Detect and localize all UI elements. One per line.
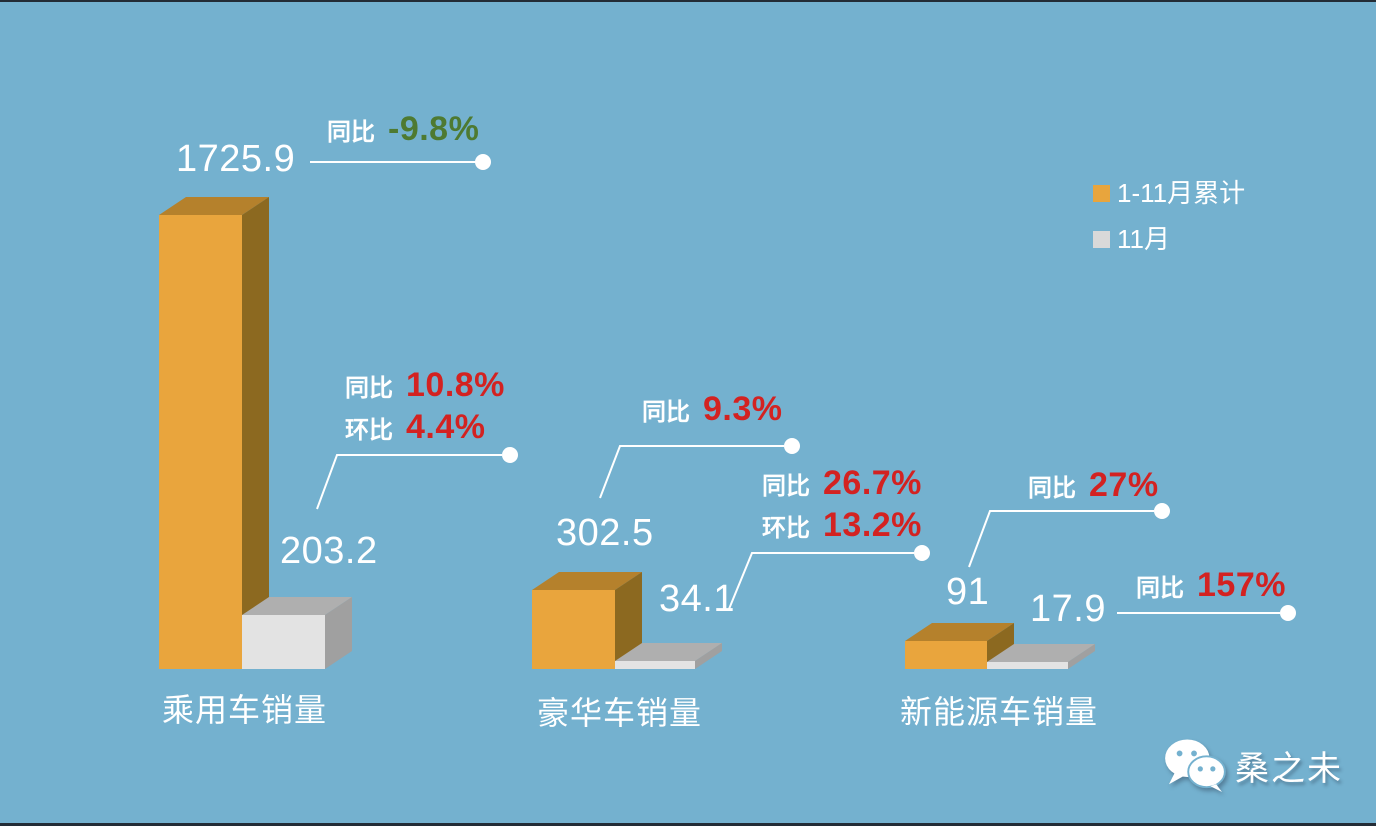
value-passenger-november: 203.2 [280, 530, 378, 572]
annotation-row: 同比 9.3% [642, 390, 783, 432]
category-label-luxury: 豪华车销量 [537, 695, 703, 731]
mom-label: 环比 [762, 515, 810, 542]
legend-label: 11月 [1117, 224, 1170, 254]
yoy-label: 同比 [762, 473, 810, 500]
legend-swatch-orange [1093, 184, 1110, 202]
annotation-nev-cumulative: 同比 27% [1028, 466, 1159, 508]
bar-front-face [615, 661, 695, 669]
annotation-nev-november: 同比 157% [1136, 566, 1286, 608]
legend-item-november: 11月 [1093, 226, 1245, 252]
bar-front-face [242, 615, 325, 669]
callout-line [728, 552, 914, 610]
yoy-value: 26.7% [823, 464, 922, 502]
annotation-luxury-november: 同比 26.7% 环比 13.2% [762, 464, 922, 548]
callout-line [599, 445, 784, 499]
bar-luxury-cumulative [532, 572, 643, 669]
annotation-row: 环比 4.4% [345, 408, 505, 450]
annotation-passenger-cumulative: 同比 -9.8% [327, 110, 479, 152]
yoy-value: 9.3% [703, 390, 783, 428]
annotation-row: 同比 157% [1136, 566, 1286, 608]
annotation-row: 同比 10.8% [345, 366, 505, 408]
annotation-row: 环比 13.2% [762, 506, 922, 548]
watermark-text: 桑之未 [1235, 749, 1343, 788]
bar-front-face [159, 215, 242, 669]
mom-value: 13.2% [823, 506, 922, 544]
bar-nev-cumulative [905, 623, 1015, 669]
legend-item-cumulative: 1-11月累计 [1093, 180, 1245, 206]
annotation-row: 同比 -9.8% [327, 110, 479, 152]
annotation-luxury-cumulative: 同比 9.3% [642, 390, 783, 432]
yoy-label: 同比 [327, 119, 375, 146]
yoy-value: -9.8% [388, 110, 480, 148]
callout-line [316, 454, 502, 510]
bar-luxury-november [615, 643, 723, 669]
mom-label: 环比 [345, 417, 393, 444]
category-label-passenger: 乘用车销量 [162, 692, 328, 728]
bar-front-face [905, 641, 987, 669]
bar-passenger-november [242, 597, 353, 669]
value-luxury-cumulative: 302.5 [556, 512, 654, 554]
yoy-value: 10.8% [406, 366, 505, 404]
category-label-nev: 新能源车销量 [900, 694, 1099, 730]
callout-line [968, 510, 1154, 568]
value-passenger-cumulative: 1725.9 [176, 138, 296, 180]
yoy-label: 同比 [1028, 475, 1076, 502]
wechat-icon [1165, 739, 1226, 792]
callout-dot [475, 154, 491, 170]
legend-swatch-gray [1093, 230, 1110, 248]
yoy-value: 157% [1197, 566, 1286, 604]
bottom-edge-strip [0, 823, 1376, 826]
annotation-row: 同比 26.7% [762, 464, 922, 506]
value-nev-november: 17.9 [1030, 588, 1106, 630]
value-luxury-november: 34.1 [659, 578, 735, 620]
yoy-value: 27% [1089, 466, 1159, 504]
value-nev-cumulative: 91 [946, 571, 990, 613]
annotation-passenger-november: 同比 10.8% 环比 4.4% [345, 366, 505, 450]
yoy-label: 同比 [642, 399, 690, 426]
watermark: 桑之未 [1163, 738, 1343, 792]
callout-dot [784, 438, 800, 454]
bar-nev-november [987, 644, 1096, 669]
mom-value: 4.4% [406, 408, 486, 446]
bar-passenger-cumulative [159, 197, 270, 669]
annotation-row: 同比 27% [1028, 466, 1159, 508]
bar-front-face [987, 662, 1068, 669]
yoy-label: 同比 [345, 375, 393, 402]
legend: 1-11月累计 11月 [1093, 180, 1245, 252]
bar-front-face [532, 590, 615, 669]
legend-label: 1-11月累计 [1117, 178, 1246, 208]
top-edge-strip [0, 0, 1376, 2]
yoy-label: 同比 [1136, 575, 1184, 602]
